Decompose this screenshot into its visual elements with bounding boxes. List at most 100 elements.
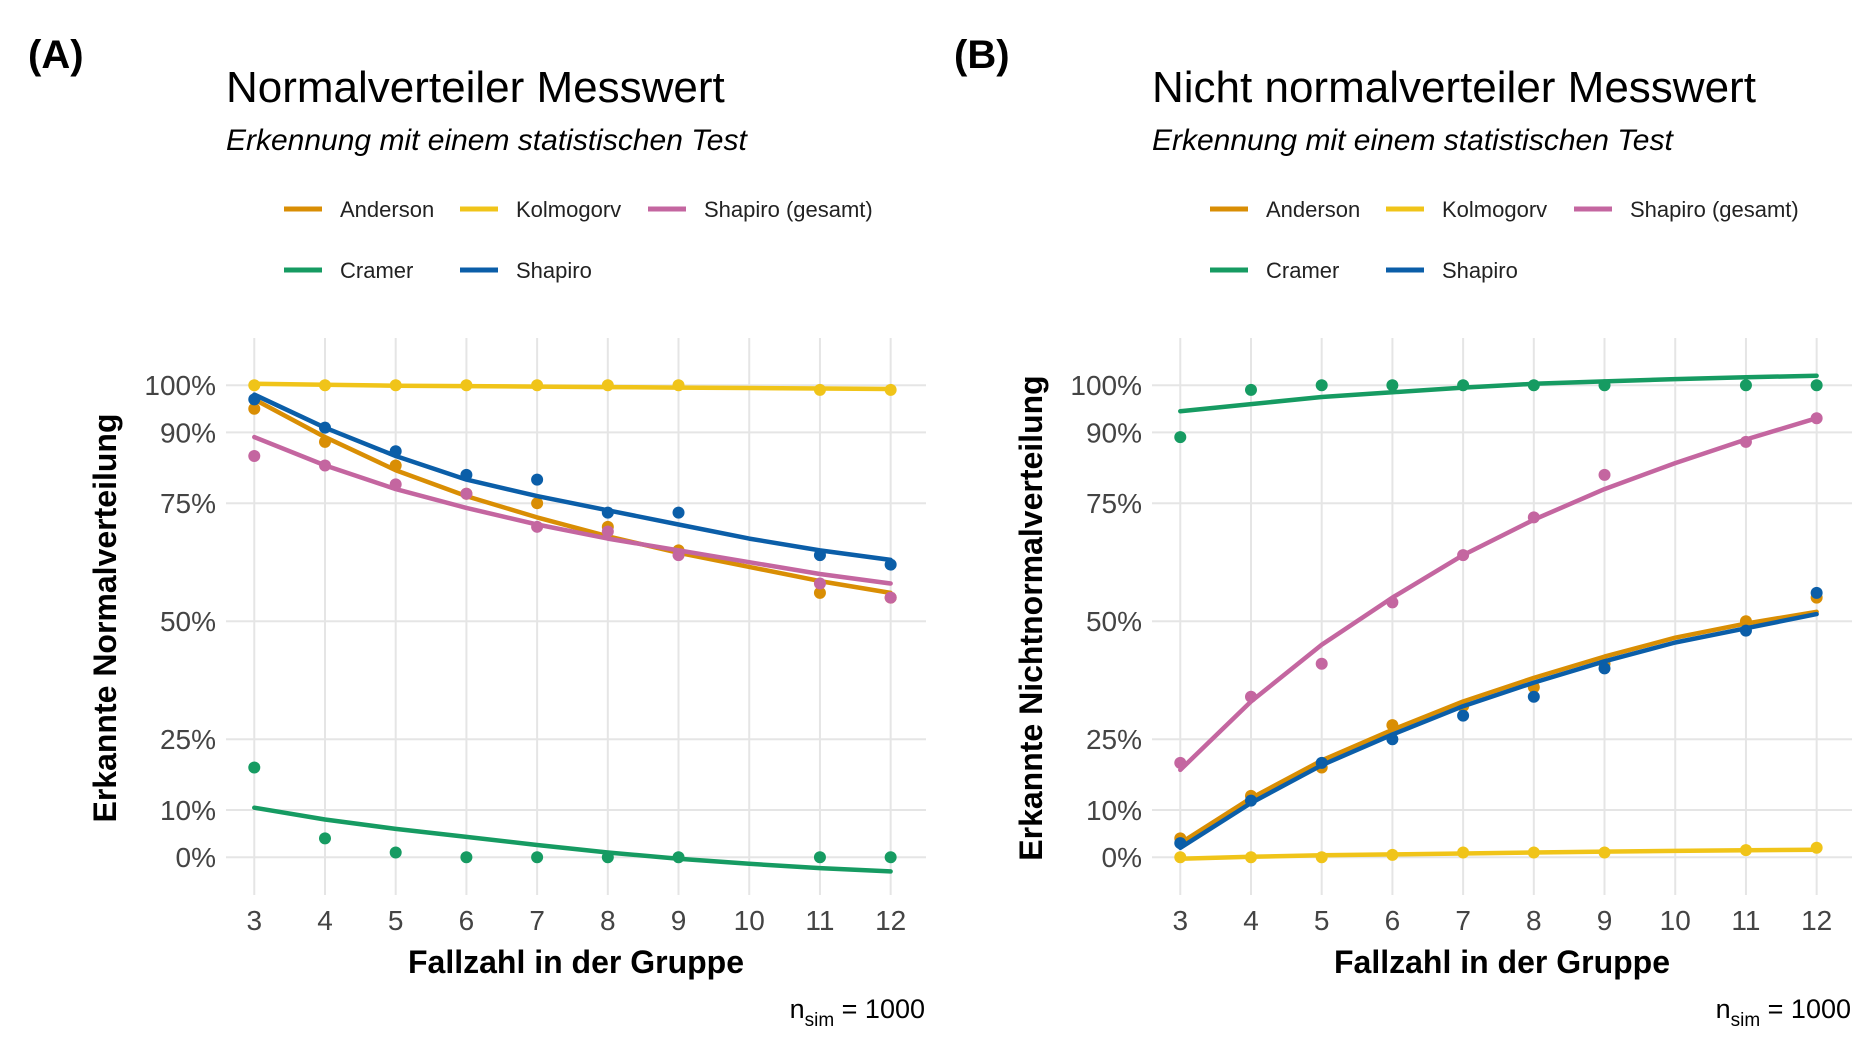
y-tick-label: 100% [144, 370, 216, 401]
data-point-kolmogorv [601, 379, 614, 392]
y-tick-label: 50% [1086, 606, 1142, 637]
data-point-cramer [1598, 379, 1611, 392]
data-point-kolmogorv [1315, 851, 1328, 864]
data-point-shapiro-gesamt [1810, 412, 1823, 425]
data-point-cramer [1174, 431, 1187, 444]
data-point-cramer [884, 851, 897, 864]
fit-line-shapiro [1178, 611, 1819, 851]
data-point-shapiro [672, 506, 685, 519]
data-point-kolmogorv [1598, 846, 1611, 859]
y-tick-label: 90% [160, 417, 216, 448]
data-point-shapiro [389, 445, 402, 458]
gridlines [226, 338, 926, 895]
legend-label-kolmogorv: Kolmogorv [516, 197, 621, 222]
data-point-kolmogorv [1174, 851, 1187, 864]
x-tick-label: 7 [529, 905, 545, 936]
panel-tag: (A) [28, 33, 84, 77]
fit-line-kolmogorv [1178, 847, 1819, 861]
data-point-shapiro-gesamt [318, 459, 331, 472]
data-point-shapiro [1810, 586, 1823, 599]
legend: Anderson Kolmogorv Shapiro (gesamt) Cram… [284, 197, 873, 283]
data-point-shapiro-gesamt [1244, 690, 1257, 703]
caption-value: = 1000 [1760, 994, 1851, 1024]
data-point-kolmogorv [460, 379, 473, 392]
x-tick-label: 10 [734, 905, 765, 936]
data-point-shapiro-gesamt [1598, 468, 1611, 481]
data-point-shapiro-gesamt [601, 525, 614, 538]
data-point-kolmogorv [1739, 844, 1752, 857]
fit-line-kolmogorv [252, 381, 893, 392]
caption: nsim = 1000 [790, 994, 925, 1031]
caption: nsim = 1000 [1716, 994, 1851, 1031]
plot-area: 3 4 5 6 7 8 9 10 11 12 0% 10% 25% 50% 75% 90% 100% [144, 338, 926, 936]
data-point-shapiro-gesamt [1739, 435, 1752, 448]
data-point-anderson [531, 497, 544, 510]
data-point-shapiro [1315, 756, 1328, 769]
y-tick-label: 25% [1086, 724, 1142, 755]
data-point-kolmogorv [1527, 846, 1540, 859]
x-tick-label: 4 [317, 905, 333, 936]
data-point-kolmogorv [813, 383, 826, 396]
x-tick-label: 3 [246, 905, 262, 936]
y-tick-label: 25% [160, 724, 216, 755]
legend-label-cramer: Cramer [340, 258, 413, 283]
y-tick-label: 0% [1102, 842, 1142, 873]
data-point-kolmogorv [1244, 851, 1257, 864]
x-tick-label: 5 [388, 905, 404, 936]
data-point-anderson [1739, 615, 1752, 628]
data-point-shapiro [1386, 733, 1399, 746]
y-tick-label: 50% [160, 606, 216, 637]
data-point-shapiro-gesamt [531, 520, 544, 533]
data-point-shapiro [884, 558, 897, 571]
legend-label-shapiro-gesamt: Shapiro (gesamt) [704, 197, 873, 222]
data-point-shapiro-gesamt [460, 487, 473, 500]
data-point-anderson [318, 435, 331, 448]
data-point-shapiro [1598, 662, 1611, 675]
legend-label-anderson: Anderson [1266, 197, 1360, 222]
y-tick-label: 0% [176, 842, 216, 873]
y-tick-label: 75% [1086, 488, 1142, 519]
fit-line-shapiro [252, 392, 893, 563]
data-point-cramer [1527, 379, 1540, 392]
caption-sub: sim [1731, 1010, 1761, 1031]
data-point-shapiro [1174, 837, 1187, 850]
data-point-cramer [601, 851, 614, 864]
data-point-shapiro [813, 549, 826, 562]
data-point-shapiro [318, 421, 331, 434]
data-point-cramer [460, 851, 473, 864]
series-anderson [1174, 591, 1823, 846]
chart-subtitle: Erkennung mit einem statistischen Test [226, 124, 748, 157]
caption-n: n [1716, 994, 1731, 1024]
legend-label-anderson: Anderson [340, 197, 434, 222]
x-tick-label: 6 [1385, 905, 1401, 936]
chart-title: Normalverteiler Messwert [226, 63, 725, 112]
data-point-kolmogorv [318, 379, 331, 392]
data-point-shapiro [1457, 709, 1470, 722]
panel-b: (B) Nicht normalverteiler Messwert Erken… [954, 33, 1852, 1031]
data-point-shapiro-gesamt [389, 478, 402, 491]
data-point-kolmogorv [389, 379, 402, 392]
data-point-shapiro-gesamt [813, 577, 826, 590]
series-shapiro [1174, 586, 1823, 851]
data-point-kolmogorv [1810, 841, 1823, 854]
y-axis-title: Erkannte Normalverteilung [87, 414, 123, 823]
series-cramer [1174, 373, 1823, 444]
data-point-cramer [318, 832, 331, 845]
x-tick-label: 6 [459, 905, 475, 936]
chart-subtitle: Erkennung mit einem statistischen Test [1152, 124, 1674, 157]
legend-label-kolmogorv: Kolmogorv [1442, 197, 1547, 222]
data-point-anderson [1386, 719, 1399, 732]
y-tick-label: 10% [160, 795, 216, 826]
y-tick-label: 90% [1086, 417, 1142, 448]
x-tick-label: 9 [1597, 905, 1613, 936]
data-point-kolmogorv [672, 379, 685, 392]
caption-n: n [790, 994, 805, 1024]
x-axis-title: Fallzahl in der Gruppe [1334, 944, 1670, 980]
data-point-kolmogorv [248, 379, 261, 392]
plot-area: 3 4 5 6 7 8 9 10 11 12 0% 10% 25% 50% 75% 90% 100% [1070, 338, 1852, 936]
data-point-cramer [1315, 379, 1328, 392]
data-point-shapiro-gesamt [1315, 657, 1328, 670]
data-point-shapiro-gesamt [672, 549, 685, 562]
data-point-cramer [1244, 383, 1257, 396]
y-tick-label: 10% [1086, 795, 1142, 826]
